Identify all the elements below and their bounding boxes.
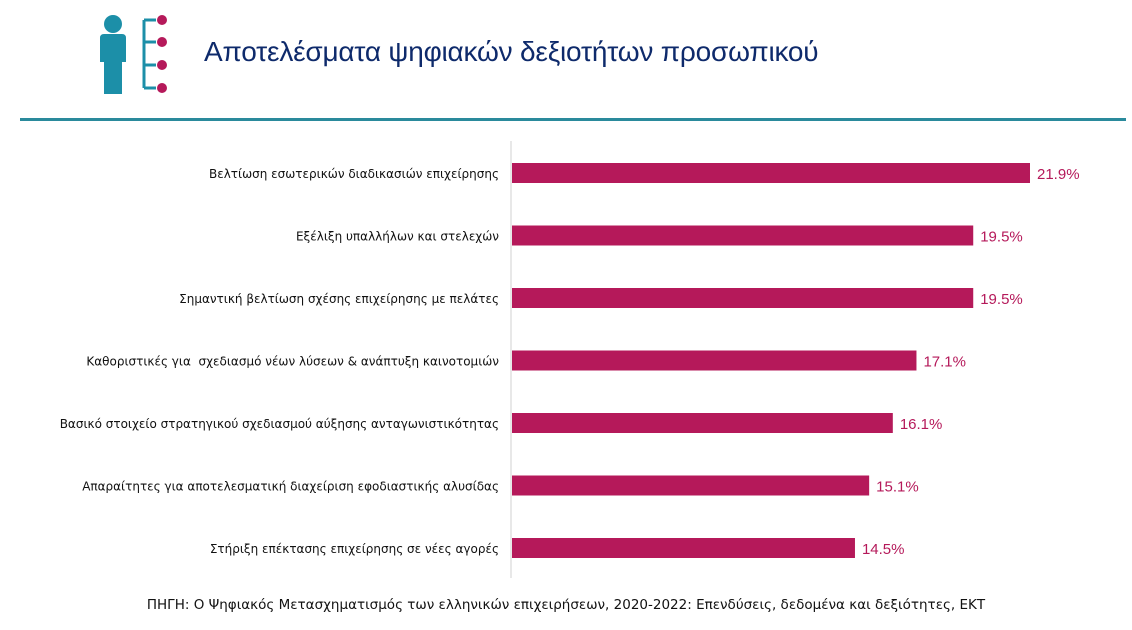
source-note: ΠΗΓΗ: Ο Ψηφιακός Μετασχηματισμός των ελλ… [146,597,986,613]
bar [512,163,1030,183]
category-label: Σημαντική βελτίωση σχέσης επιχείρησης με… [179,292,499,306]
category-label: Βελτίωση εσωτερικών διαδικασιών επιχείρη… [209,167,499,181]
value-label: 19.5% [980,291,1023,308]
bar [512,413,893,433]
category-label: Βασικό στοιχείο στρατηγικού σχεδιασμού α… [60,417,499,431]
value-label: 15.1% [876,479,919,496]
value-label: 17.1% [923,354,966,371]
category-label: Απαραίτητες για αποτελεσματική διαχείρισ… [82,480,499,494]
bar [512,288,974,308]
category-label: Καθοριστικές για σχεδιασμό νέων λύσεων &… [86,355,499,369]
category-label: Εξέλιξη υπαλλήλων και στελεχών [296,230,499,244]
bar [512,350,917,371]
bar-chart: Βελτίωση εσωτερικών διαδικασιών επιχείρη… [60,141,1080,578]
value-label: 14.5% [862,541,905,558]
page-title: Αποτελέσματα ψηφιακών δεξιοτήτων προσωπι… [204,36,819,67]
category-label: Στήριξη επέκτασης επιχείρησης σε νέες αγ… [210,542,499,556]
person-list-icon [100,15,167,94]
value-label: 21.9% [1037,166,1080,183]
bar [512,538,855,558]
bar [512,225,974,246]
value-label: 16.1% [900,416,943,433]
header-divider [20,118,1126,121]
bar [512,475,870,496]
value-label: 19.5% [980,229,1023,246]
